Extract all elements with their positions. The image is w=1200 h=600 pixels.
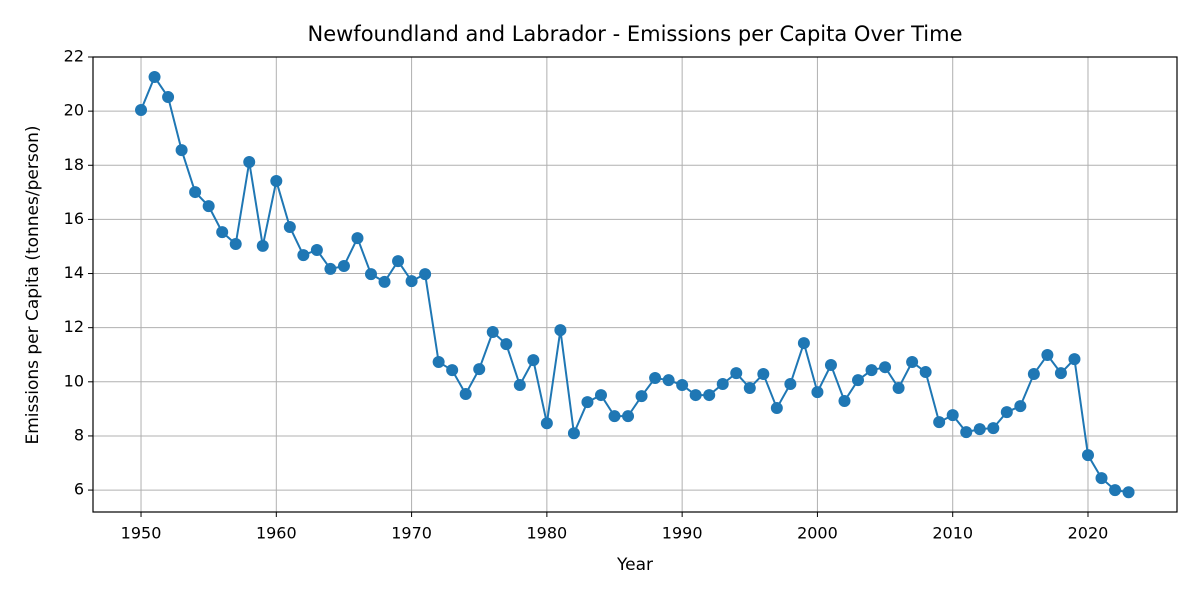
marker	[540, 417, 553, 430]
marker	[581, 396, 594, 409]
x-tick-label: 1980	[527, 524, 568, 543]
marker	[148, 71, 161, 84]
marker	[594, 389, 607, 402]
x-tick-label: 2010	[932, 524, 973, 543]
marker	[1122, 486, 1135, 499]
marker	[175, 144, 188, 157]
marker	[757, 367, 770, 380]
marker	[1081, 449, 1094, 462]
x-tick-label: 1950	[121, 524, 162, 543]
marker	[554, 324, 567, 337]
marker	[1000, 406, 1013, 419]
x-axis-label: Year	[616, 555, 653, 575]
marker	[135, 104, 148, 117]
x-tick-label: 1960	[256, 524, 297, 543]
marker	[1041, 349, 1054, 362]
marker	[216, 226, 229, 239]
marker	[743, 382, 756, 395]
marker	[162, 91, 175, 104]
marker	[202, 200, 215, 213]
marker	[1027, 367, 1040, 380]
marker	[459, 387, 472, 400]
x-tick-label: 2020	[1068, 524, 1109, 543]
marker	[473, 363, 486, 376]
y-tick-label: 12	[64, 317, 84, 336]
y-tick-label: 8	[74, 425, 84, 444]
marker	[189, 186, 202, 199]
marker	[297, 249, 310, 262]
chart-title: Newfoundland and Labrador - Emissions pe…	[308, 22, 963, 46]
marker	[283, 220, 296, 233]
marker	[1068, 353, 1081, 366]
marker	[852, 374, 865, 387]
plot-frame	[92, 56, 1178, 513]
marker	[419, 268, 432, 281]
marker	[446, 364, 459, 377]
marker	[392, 255, 405, 268]
marker	[405, 275, 418, 288]
marker	[811, 386, 824, 399]
marker	[310, 243, 323, 256]
x-tick-label: 2000	[797, 524, 838, 543]
y-tick-label: 16	[64, 209, 84, 228]
y-tick-label: 6	[74, 480, 84, 499]
marker	[622, 410, 635, 423]
marker	[824, 359, 837, 372]
marker	[933, 416, 946, 429]
marker	[513, 379, 526, 392]
marker	[256, 239, 269, 252]
marker	[919, 366, 932, 379]
marker	[797, 337, 810, 350]
marker	[946, 409, 959, 422]
marker	[973, 423, 986, 436]
marker	[1014, 400, 1027, 413]
marker	[865, 364, 878, 377]
marker	[365, 268, 378, 281]
x-tick-label: 1990	[662, 524, 703, 543]
y-axis-label: Emissions per Capita (tonnes/person)	[23, 125, 43, 444]
y-tick-label: 20	[64, 101, 84, 120]
marker	[770, 402, 783, 415]
grid	[93, 56, 1177, 512]
marker	[784, 377, 797, 390]
marker	[892, 382, 905, 395]
marker	[1109, 484, 1122, 497]
marker	[608, 410, 621, 423]
marker	[716, 377, 729, 390]
marker	[378, 275, 391, 288]
marker	[229, 238, 242, 251]
marker	[662, 374, 675, 387]
marker	[987, 422, 1000, 435]
marker	[1054, 367, 1067, 380]
marker	[703, 389, 716, 402]
y-tick-label: 14	[64, 263, 84, 282]
y-tick-label: 18	[64, 155, 84, 174]
plot	[135, 71, 1135, 499]
marker	[730, 367, 743, 380]
y-tick-label: 10	[64, 371, 84, 390]
marker	[906, 356, 919, 369]
marker	[243, 156, 256, 169]
marker	[337, 259, 350, 272]
marker	[500, 338, 513, 351]
marker	[486, 326, 499, 339]
marker	[960, 426, 973, 439]
marker	[324, 262, 337, 275]
marker	[879, 361, 892, 374]
marker	[635, 390, 648, 403]
marker	[567, 427, 580, 440]
marker	[649, 372, 662, 385]
marker	[270, 174, 283, 187]
marker	[1095, 472, 1108, 485]
marker	[527, 354, 540, 367]
marker	[676, 379, 689, 392]
y-tick-label: 22	[64, 47, 84, 66]
marker	[838, 395, 851, 408]
marker	[689, 389, 702, 402]
x-tick-label: 1970	[391, 524, 432, 543]
marker	[432, 356, 445, 369]
marker	[351, 232, 364, 245]
